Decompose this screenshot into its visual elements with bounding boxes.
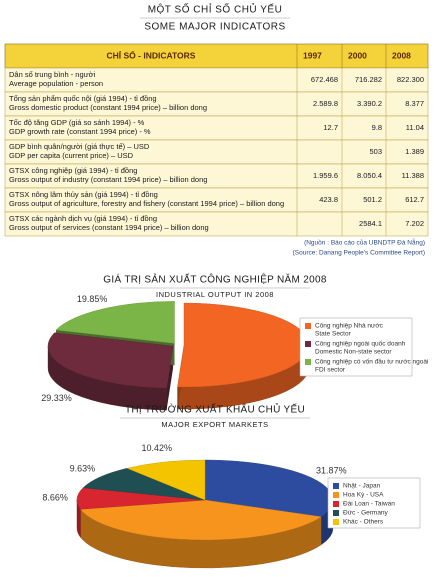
value-label: 31.87% xyxy=(316,465,347,475)
value-label: 29.33% xyxy=(41,393,72,403)
table-cell: 12.7 xyxy=(323,123,338,132)
legend-box xyxy=(299,317,413,377)
table-cell: 503 xyxy=(369,147,382,156)
legend-swatch xyxy=(305,341,311,347)
row-label-en: GDP growth rate (constant 1994 price) - … xyxy=(9,127,151,136)
slice xyxy=(80,499,322,541)
table-row-bg xyxy=(4,139,429,165)
row-label-en: GDP per capita (current price) – USD xyxy=(9,151,134,160)
table-cell: 423.8 xyxy=(319,195,338,204)
value-label: 19.85% xyxy=(77,294,108,304)
value-label: 8.66% xyxy=(42,492,68,502)
table-cell: 7.202 xyxy=(405,219,424,228)
row-label-vi: Dân số trung bình - người xyxy=(9,70,96,79)
slice xyxy=(47,332,174,389)
slice xyxy=(126,459,206,501)
row-label-en: Gross output of services (constant 1994 … xyxy=(9,223,209,232)
legend-swatch xyxy=(333,519,339,525)
legend-label: Khác - Others xyxy=(343,519,384,526)
row-label-vi: Tổng sản phẩm quốc nội (giá 1994) - tỉ đ… xyxy=(9,94,157,103)
table-cell: 11.04 xyxy=(406,123,424,132)
legend-label: Công nghiệp Nhà nước xyxy=(315,323,384,330)
table-cell: 672.468 xyxy=(311,75,338,84)
table-cell: 1.959.6 xyxy=(313,171,338,180)
chart-title: GIÁ TRỊ SẢN XUẤT CÔNG NGHIỆP NĂM 2008 xyxy=(103,273,327,286)
row-label-en: Gross output of industry (constant 1994 … xyxy=(9,175,207,184)
legend-label: Công nghiệp có vốn đầu tư nước ngoài xyxy=(315,357,428,366)
legend-swatch xyxy=(333,483,339,489)
legend-swatch xyxy=(305,359,311,365)
legend-label: Công nghiệp ngoài quốc doanh xyxy=(315,339,406,348)
row-label-vi: GTSX các ngành dịch vụ (giá 1994) - tỉ đ… xyxy=(9,214,157,223)
chart-title: THỊ TRƯỜNG XUẤT KHẨU CHỦ YẾU xyxy=(125,403,305,416)
table-header-cell: 2000 xyxy=(348,50,367,60)
value-label: 9.63% xyxy=(70,463,96,473)
legend-label: Domestic Non-state sector xyxy=(315,349,392,356)
row-label-vi: GTSX công nghiệp (giá 1994) - tỉ đồng xyxy=(9,166,137,175)
legend-label: Nhật - Japan xyxy=(343,483,381,490)
table-row-bg xyxy=(4,91,429,117)
table-cell: 9.8 xyxy=(372,123,382,132)
table-cell: 8.377 xyxy=(405,99,424,108)
legend-swatch xyxy=(333,492,339,498)
page-title: MỘT SỐ CHỈ SỐ CHỦ YẾU xyxy=(148,2,283,16)
row-label-en: Average population - person xyxy=(9,79,103,88)
table-cell: 3.390.2 xyxy=(357,99,382,108)
legend-label: Đức - Germany xyxy=(343,510,389,517)
table-row-bg xyxy=(4,115,429,141)
table-row-bg xyxy=(4,211,429,237)
table-cell: 612.7 xyxy=(405,195,424,204)
table-header-cell: 1997 xyxy=(303,50,322,60)
value-label: 10.42% xyxy=(142,443,173,453)
legend-label: FDI sector xyxy=(315,367,346,374)
table-cell: 2584.1 xyxy=(359,219,382,228)
row-label-vi: GTSX nông lâm thủy sản (giá 1994) - tỉ đ… xyxy=(9,190,158,199)
table-cell: 822.300 xyxy=(397,75,424,84)
row-label-en: Gross domestic product (constant 1994 pr… xyxy=(9,103,207,112)
legend-swatch xyxy=(333,501,339,507)
table-header-cell: CHỈ SỐ - INDICATORS xyxy=(107,49,196,60)
slice xyxy=(82,468,206,501)
legend-swatch xyxy=(305,323,311,329)
table-row-bg xyxy=(4,67,429,93)
table-cell: 716.282 xyxy=(355,75,382,84)
table-cell: 2.589.8 xyxy=(313,99,338,108)
row-label-en: Gross output of agriculture, forestry an… xyxy=(9,199,284,208)
table-cell: 11.388 xyxy=(402,171,424,180)
chart-subtitle: INDUSTRIAL OUTPUT IN 2008 xyxy=(156,290,274,299)
table-header-cell: 2008 xyxy=(392,50,411,60)
legend-box xyxy=(327,477,421,529)
table-row-bg xyxy=(4,187,429,213)
source-vi: (Nguồn : Báo cáo của UBNDTP Đà Nẵng) xyxy=(304,238,425,247)
page-subtitle: SOME MAJOR INDICATORS xyxy=(144,22,285,33)
legend-label: Hoa Kỳ - USA xyxy=(343,492,384,499)
legend-swatch xyxy=(333,510,339,516)
table-cell: 501.2 xyxy=(363,195,382,204)
table-cell: 1.389 xyxy=(405,147,424,156)
chart-subtitle: MAJOR EXPORT MARKETS xyxy=(161,420,268,429)
source-en: (Source: Danang People's Committee Repor… xyxy=(293,250,425,257)
row-label-vi: GDP bình quân/người (giá thực tế) – USD xyxy=(9,142,150,151)
legend-label: State Sector xyxy=(315,331,352,338)
row-label-vi: Tốc độ tăng GDP (giá so sánh 1994) - % xyxy=(9,118,145,127)
legend-label: Đài Loan - Taiwan xyxy=(343,501,395,508)
table-cell: 8.050.4 xyxy=(357,171,382,180)
slice xyxy=(55,301,175,344)
